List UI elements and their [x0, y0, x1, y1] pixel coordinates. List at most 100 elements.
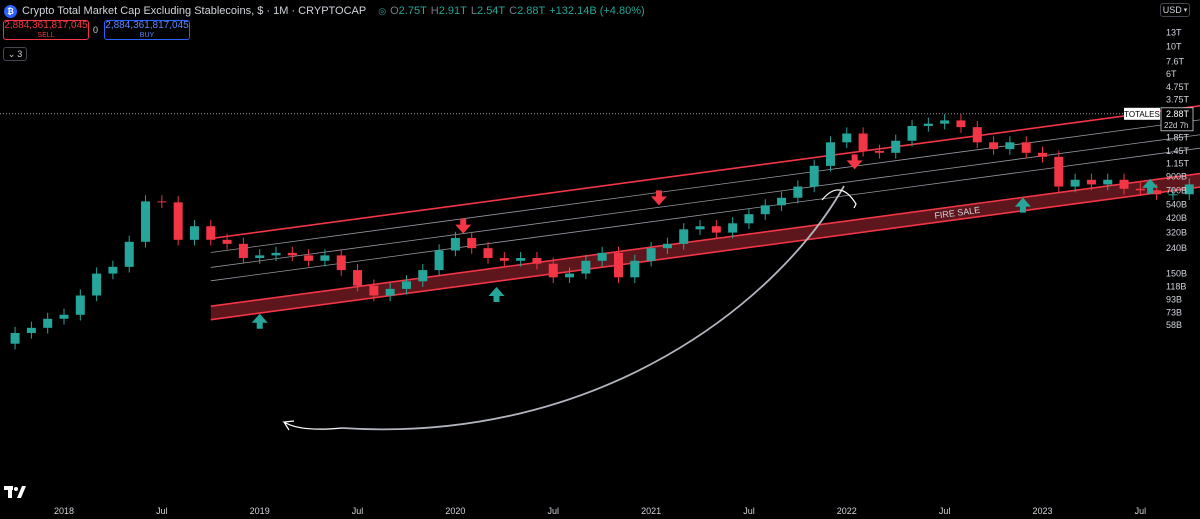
y-tick-label: 150B	[1166, 269, 1187, 279]
candle-body	[532, 258, 542, 264]
y-tick-label: 1.85T	[1166, 133, 1190, 143]
candle-body	[793, 186, 803, 198]
market-status-icon: ◎	[378, 5, 387, 16]
candle-body	[597, 252, 607, 261]
y-tick-label: 540B	[1166, 199, 1187, 209]
buy-signal-arrow	[488, 286, 505, 302]
y-tick-label: 93B	[1166, 294, 1182, 304]
candle-body	[26, 327, 36, 333]
bitcoin-logo-icon: ₿	[4, 4, 17, 18]
candle-body	[646, 248, 656, 261]
chart-header: ₿ Crypto Total Market Cap Excluding Stab…	[0, 0, 645, 22]
indicators-toggle-button[interactable]: ⌄ 3	[3, 47, 27, 61]
channel-mid-line	[210, 147, 1200, 282]
x-tick-label: 2022	[837, 506, 857, 516]
y-tick-label: 320B	[1166, 228, 1187, 238]
candle-body	[499, 258, 509, 261]
candle-body	[548, 263, 558, 278]
candle-body	[173, 202, 183, 240]
x-tick-label: 2020	[445, 506, 465, 516]
candle-body	[1119, 179, 1129, 189]
candle-body	[222, 239, 232, 244]
candle-body	[336, 255, 346, 271]
ohlc-high: H2.91T	[430, 5, 467, 17]
buy-button[interactable]: 2,884,361,817,045 BUY	[104, 20, 190, 40]
candle-body	[516, 258, 526, 261]
time-axis[interactable]: Jul 2018 Jul 2019 Jul 2020 Jul 2021 Jul 2022 Jul 20…	[0, 506, 1200, 516]
candle-body	[304, 255, 314, 261]
candle-body	[418, 270, 428, 282]
candle-body	[842, 133, 852, 143]
candle-body	[434, 250, 444, 271]
regression-channel	[210, 105, 1200, 321]
candle-body	[59, 314, 69, 319]
y-tick-label: 6T	[1166, 69, 1177, 79]
candle-body	[369, 285, 379, 296]
candle-body	[565, 273, 575, 278]
y-tick-label: 3.75T	[1166, 95, 1190, 105]
candle-body	[385, 288, 395, 296]
x-tick-label: Jul	[352, 506, 364, 516]
candle-body	[1103, 179, 1113, 185]
candle-body	[189, 226, 199, 240]
candle-body	[679, 229, 689, 244]
sell-signal-arrow	[846, 154, 863, 170]
candle-body	[989, 142, 999, 150]
candle-body	[124, 241, 134, 267]
candle-body	[1152, 190, 1162, 195]
x-tick-label: 2023	[1032, 506, 1052, 516]
candle-body	[728, 223, 738, 233]
candle-body	[1054, 156, 1064, 187]
symbol-tag	[1124, 107, 1160, 120]
candle-body	[287, 252, 297, 256]
candle-body	[711, 226, 721, 233]
candle-body	[483, 248, 493, 259]
price-change: +132.14B (+4.80%)	[549, 5, 645, 17]
candle-body	[809, 165, 819, 187]
ohlc-open: O2.75T	[390, 5, 427, 17]
candle-body	[662, 243, 672, 249]
candle-body	[320, 255, 330, 261]
candle-body	[760, 205, 770, 215]
channel-upper-line	[210, 105, 1200, 240]
candle-body	[401, 281, 411, 289]
y-tick-label: 4.75T	[1166, 82, 1190, 92]
candle-body	[271, 252, 281, 256]
x-tick-label: Jul	[939, 506, 951, 516]
channel-mid-line	[210, 134, 1200, 268]
buy-signal-arrow	[1142, 178, 1159, 194]
sell-button[interactable]: 2,884,361,817,045 SELL	[3, 20, 89, 40]
symbol-tag-label: TOTALES	[1124, 110, 1160, 119]
symbol-title[interactable]: Crypto Total Market Cap Excluding Stable…	[22, 5, 367, 17]
last-price-line: TOTALES 2.88T 22d 7h	[0, 107, 1194, 132]
candle-body	[10, 332, 20, 344]
candle-body	[353, 270, 363, 286]
x-tick-label: Jul	[743, 506, 755, 516]
signal-arrows	[251, 154, 1159, 329]
candle-body	[108, 266, 118, 274]
spread-value: 0	[93, 25, 99, 35]
price-tag	[1160, 107, 1194, 132]
candle-body	[467, 237, 477, 249]
candle-body	[1086, 179, 1096, 185]
candle-body	[43, 318, 53, 328]
candle-body	[255, 255, 265, 259]
y-tick-label: 700B	[1166, 185, 1187, 195]
candle-body	[1135, 188, 1145, 191]
channel-bottom-line	[210, 186, 1200, 321]
candle-body	[825, 142, 835, 166]
candle-body	[157, 201, 167, 203]
chevron-down-icon: ▾	[1183, 7, 1188, 14]
currency-button[interactable]: USD ▾	[1160, 3, 1190, 17]
candle-body	[450, 237, 460, 251]
y-tick-label: 10T	[1166, 42, 1182, 52]
candle-body	[238, 243, 248, 259]
price-axis[interactable]: 13T10T7.6T6T4.75T3.75T2.35T1.85T1.45T1.1…	[1166, 27, 1190, 330]
y-tick-label: 420B	[1166, 213, 1187, 223]
candle-body	[1005, 142, 1015, 150]
tradingview-logo-icon[interactable]	[4, 482, 26, 502]
x-tick-label: Jul	[1135, 506, 1147, 516]
y-tick-label: 240B	[1166, 243, 1187, 253]
candle-body	[1168, 194, 1178, 196]
